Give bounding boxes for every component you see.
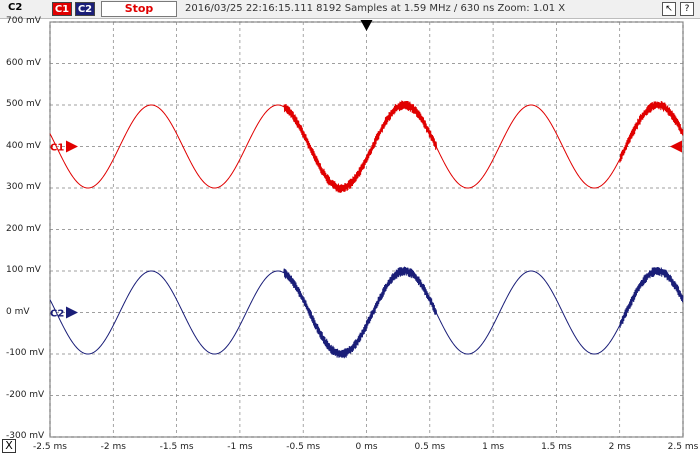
channel-title: C2 xyxy=(8,2,23,13)
x-tick-label: 1.5 ms xyxy=(541,442,572,452)
c1-marker-label: C1 xyxy=(50,143,64,154)
trace-c1 xyxy=(49,100,684,193)
y-tick-label: 300 mV xyxy=(6,182,41,192)
x-tick-label: -2.5 ms xyxy=(33,442,67,452)
channel-1-button[interactable]: C1 xyxy=(52,2,72,16)
waveform-traces xyxy=(49,100,684,359)
help-icon[interactable]: ? xyxy=(680,2,694,16)
toolbar: C2 C1 C2 Stop 2016/03/25 22:16:15.111 81… xyxy=(0,0,700,19)
x-tick-label: -1 ms xyxy=(227,442,253,452)
acquisition-status: 2016/03/25 22:16:15.111 8192 Samples at … xyxy=(185,3,566,14)
trigger-marker xyxy=(360,20,373,31)
x-tick-label: -0.5 ms xyxy=(286,442,321,452)
pointer-icon[interactable]: ↖ xyxy=(662,2,676,16)
toolbar-icons: ↖ ? xyxy=(662,1,694,17)
y-tick-label: -100 mV xyxy=(6,348,45,358)
stop-button[interactable]: Stop xyxy=(101,1,177,17)
close-button[interactable]: X xyxy=(2,439,16,453)
y-tick-label: 0 mV xyxy=(6,306,30,317)
x-tick-label: 0 ms xyxy=(355,442,378,452)
x-tick-label: -1.5 ms xyxy=(159,442,194,452)
c2-level-marker xyxy=(66,306,78,319)
x-tick-label: -2 ms xyxy=(100,442,126,452)
y-tick-label: -300 mV xyxy=(6,431,45,441)
plot-grid xyxy=(49,21,684,438)
x-tick-label: 0.5 ms xyxy=(414,442,446,452)
y-tick-label: 700 mV xyxy=(6,16,41,26)
c1-level-marker xyxy=(66,140,78,153)
x-tick-label: 1 ms xyxy=(482,442,505,452)
trace-c2 xyxy=(49,266,684,359)
c2-marker-label: C2 xyxy=(50,309,64,320)
x-tick-label: 2 ms xyxy=(608,442,631,452)
y-tick-label: 200 mV xyxy=(6,223,41,234)
y-tick-label: 400 mV xyxy=(6,140,41,151)
x-tick-label: 2.5 ms xyxy=(667,442,699,452)
y-tick-label: 100 mV xyxy=(6,265,41,275)
channel-2-button[interactable]: C2 xyxy=(75,2,95,16)
y-tick-label: 600 mV xyxy=(6,57,41,68)
y-tick-label: 500 mV xyxy=(6,99,41,109)
c1-right-marker xyxy=(670,140,682,153)
y-tick-label: -200 mV xyxy=(6,389,45,400)
channel-markers: C1 C2 xyxy=(50,20,682,320)
